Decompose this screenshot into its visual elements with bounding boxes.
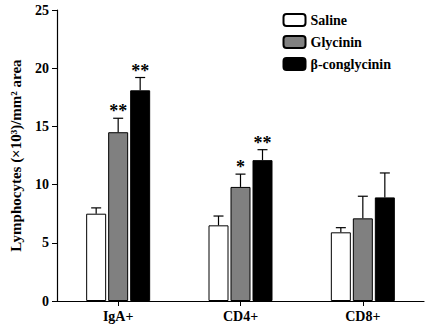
svg-text:10: 10: [35, 177, 49, 192]
svg-text:CD4+: CD4+: [223, 309, 258, 324]
svg-text:IgA+: IgA+: [103, 309, 134, 324]
svg-text:25: 25: [35, 3, 49, 18]
svg-text:0: 0: [42, 294, 49, 309]
svg-text:15: 15: [35, 119, 49, 134]
svg-text:Lymphocytes (×10³)/mm² area: Lymphocytes (×10³)/mm² area: [8, 59, 25, 252]
svg-text:20: 20: [35, 61, 49, 76]
svg-text:β-conglycinin: β-conglycinin: [311, 57, 392, 72]
svg-text:*: *: [236, 157, 245, 177]
svg-text:Saline: Saline: [311, 13, 348, 28]
svg-text:Glycinin: Glycinin: [311, 35, 363, 50]
svg-text:**: **: [254, 133, 272, 153]
svg-text:5: 5: [42, 235, 49, 250]
svg-text:CD8+: CD8+: [345, 309, 380, 324]
svg-text:**: **: [109, 101, 127, 121]
svg-text:**: **: [131, 61, 149, 81]
